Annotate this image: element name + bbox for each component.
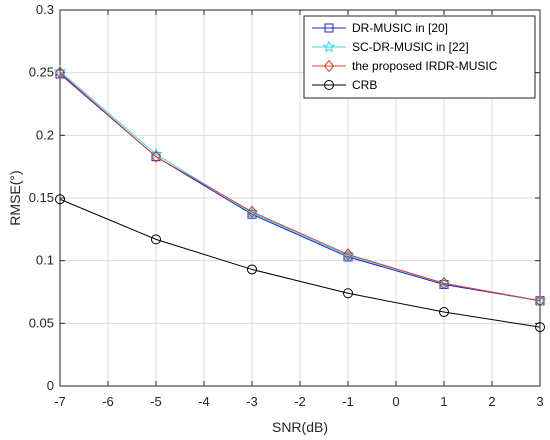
x-tick-label: 0 [392,394,399,409]
x-tick-label: -5 [150,394,162,409]
series-3 [55,194,545,333]
data-point [246,205,258,219]
y-tick-label: 0.2 [36,127,54,142]
legend-marker [324,80,334,90]
data-point [437,276,451,289]
axis-ticks: -7 -6 -5 -4 -3 -2 -1 0 1 2 3 0 0.05 0.1 0.15 0.2 0.25 0.3 [29,2,544,409]
x-tick-label: 3 [536,394,543,409]
x-tick-label: -1 [342,394,354,409]
legend-label: SC-DR-MUSIC in [22] [352,40,469,54]
data-point [534,294,546,308]
series-2 [54,66,546,308]
x-tick-label: -6 [102,394,114,409]
legend-marker [323,59,335,73]
y-tick-label: 0.15 [29,190,54,205]
x-tick-label: 1 [440,394,447,409]
series-line [59,198,541,328]
x-axis-title: SNR(dB) [272,419,328,435]
data-point [438,276,450,290]
legend-label: CRB [352,78,377,92]
legend-label: the proposed IRDR-MUSIC [352,59,498,73]
y-tick-label: 0.25 [29,65,54,80]
data-point [533,293,547,307]
series-line [59,72,541,302]
data-point [151,234,161,245]
x-tick-label: -7 [54,394,66,409]
y-tick-label: 0.3 [36,2,54,17]
series-layer [53,64,547,333]
legend-box [303,15,536,99]
data-point [342,248,354,261]
y-tick-label: 0.1 [36,253,54,268]
x-tick-label: -4 [198,394,210,409]
data-point [54,66,66,79]
legend-marker [324,23,334,33]
legend-label: DR-MUSIC in [20] [352,21,448,35]
legend: DR-MUSIC in [20] SC-DR-MUSIC in [22] the p… [303,15,536,99]
legend-marker [322,40,336,53]
data-point [55,194,65,205]
x-tick-label: -2 [294,394,306,409]
data-point [247,264,257,275]
x-tick-label: -3 [246,394,258,409]
y-tick-label: 0 [47,378,54,393]
y-axis-title: RMSE(°) [7,170,23,225]
y-tick-label: 0.05 [29,315,54,330]
x-tick-label: 2 [488,394,495,409]
data-point [343,288,353,299]
data-point [53,64,67,78]
data-point [150,150,162,163]
data-point [439,307,449,318]
data-point [535,322,545,333]
